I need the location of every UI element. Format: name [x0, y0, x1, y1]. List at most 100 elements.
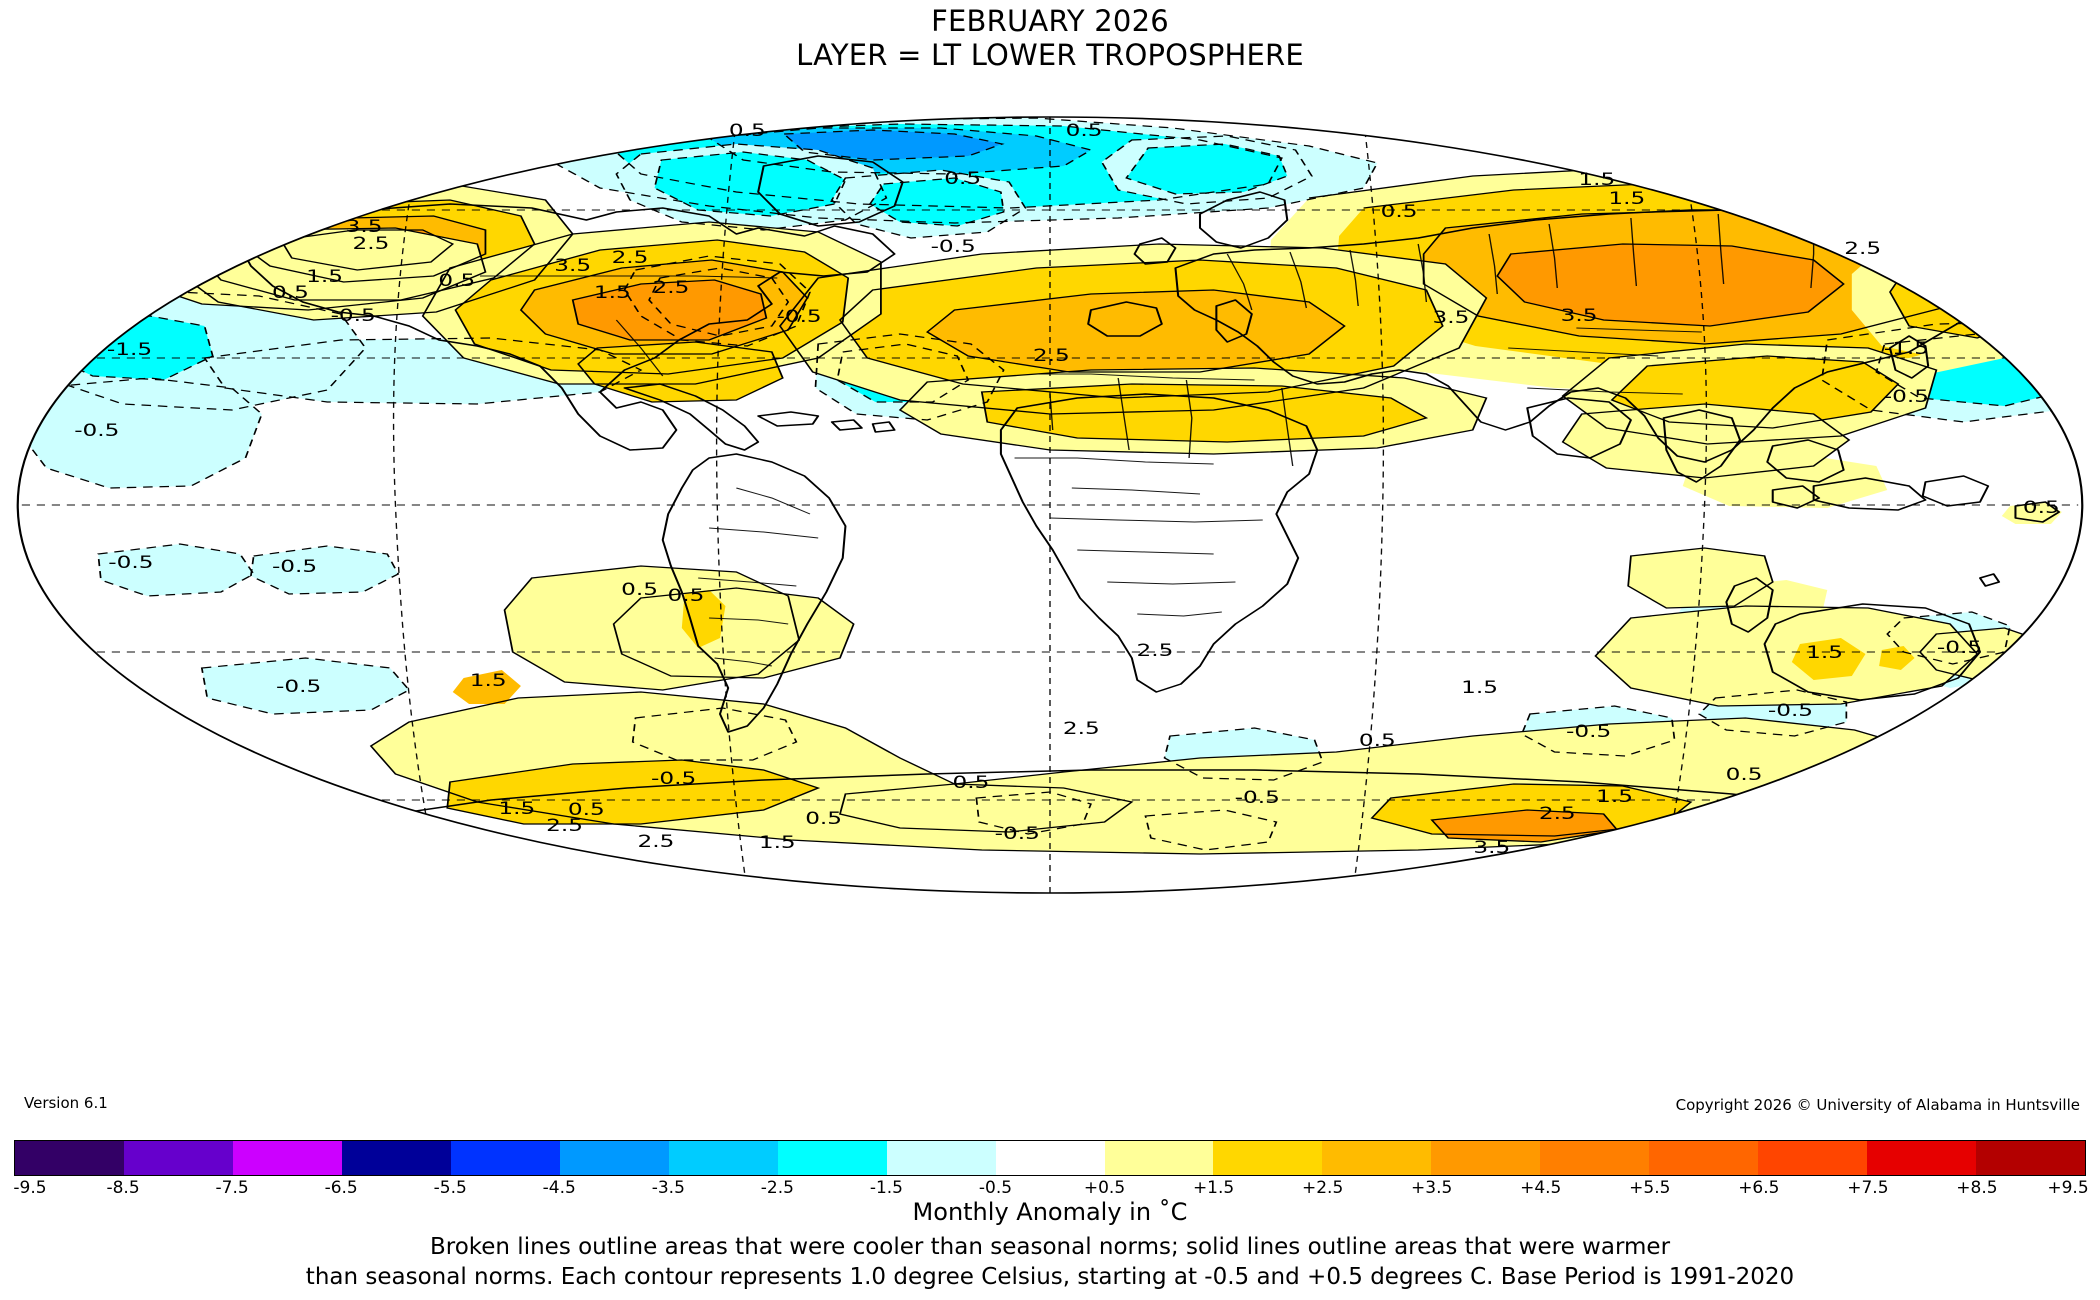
- world-anomaly-map: 0.5 0.5 0.5 1.5 1.5 0.5 3.5 2.5 -0.5 3.5 2.5 1.5 2.5…: [0, 58, 2100, 1088]
- contour-label: -0.5: [1937, 637, 1982, 657]
- colorbar-tick: +8.5: [1956, 1178, 1998, 1198]
- contour-label: -0.5: [1235, 787, 1280, 807]
- contour-label: 0.5: [729, 120, 766, 140]
- contour-label: -0.5: [74, 420, 119, 440]
- colorbar-swatch: [232, 1141, 342, 1175]
- contour-label: 2.5: [1137, 640, 1174, 660]
- colorbar-swatch: [886, 1141, 996, 1175]
- colorbar-swatch: [1322, 1141, 1432, 1175]
- contour-label: 0.5: [667, 585, 704, 605]
- contour-label-group: 0.5 0.50.5 1.51.50.53.52.5 -0.53.5 2.51.52.5…: [74, 120, 2060, 857]
- contour-label: 2.5: [1033, 345, 1070, 365]
- colorbar-tick: -3.5: [651, 1178, 685, 1198]
- map-svg: 0.5 0.50.5 1.51.50.53.52.5 -0.53.5 2.51.52.5…: [16, 116, 2084, 894]
- country-borders: [479, 213, 1815, 667]
- contour-label: 0.5: [1066, 120, 1103, 140]
- colorbar-tick: +4.5: [1520, 1178, 1562, 1198]
- colorbar-tick: -8.5: [106, 1178, 140, 1198]
- contour-label: 3.5: [346, 216, 383, 236]
- colorbar-tick: +1.5: [1192, 1178, 1235, 1198]
- contour-label: 0.5: [2023, 497, 2060, 517]
- colorbar-tick: +9.5: [2047, 1178, 2089, 1198]
- contour-label: -0.5: [1768, 700, 1813, 720]
- colorbar-swatch: [450, 1141, 560, 1175]
- colorbar-swatch: [15, 1141, 124, 1175]
- contour-label: 1.5: [470, 670, 507, 690]
- contour-label: 3.5: [1473, 837, 1510, 857]
- contour-label: 0.5: [272, 282, 309, 302]
- colorbar-swatch: [1213, 1141, 1323, 1175]
- contour-label: 3.5: [1561, 305, 1598, 325]
- coastlines: [238, 155, 2061, 827]
- contour-label: -1.5: [1884, 338, 1929, 358]
- title-month-year: FEBRUARY 2026: [931, 4, 1169, 38]
- contour-label: -0.5: [108, 552, 153, 572]
- contour-label: 3.5: [1432, 307, 1469, 327]
- colorbar-tick: +3.5: [1411, 1178, 1453, 1198]
- contour-label: 1.5: [759, 832, 796, 852]
- colorbar-tick-labels: -9.5 -8.5 -7.5 -6.5 -5.5 -4.5 -3.5 -2.5 -1.5 -0.5…: [13, 1176, 2089, 1202]
- contour-label: 0.5: [805, 808, 842, 828]
- contour-label: 0.5: [952, 772, 989, 792]
- contour-label: 1.5: [306, 266, 343, 286]
- contour-label: 1.5: [1608, 188, 1645, 208]
- colorbar-swatch: [123, 1141, 233, 1175]
- contour-label: 0.5: [621, 579, 658, 599]
- contour-label: 2.5: [352, 233, 389, 253]
- contour-label: 1.5: [1596, 786, 1633, 806]
- colorbar-swatches: [14, 1140, 2086, 1176]
- version-label: Version 6.1: [24, 1094, 108, 1112]
- colorbar-tick: +5.5: [1629, 1178, 1671, 1198]
- title-layer: LAYER = LT LOWER TROPOSPHERE: [796, 38, 1304, 72]
- colorbar-tick: -9.5: [13, 1178, 47, 1198]
- colorbar-tick: -6.5: [324, 1178, 358, 1198]
- contour-label: 1.5: [594, 282, 631, 302]
- colorbar-swatch: [777, 1141, 887, 1175]
- contour-label: 0.5: [1359, 730, 1396, 750]
- colorbar-tick: -4.5: [542, 1178, 576, 1198]
- contour-label: 3.5: [554, 255, 591, 275]
- contour-label: -0.5: [931, 236, 976, 256]
- colorbar-tick: -1.5: [869, 1178, 903, 1198]
- contour-label: 1.5: [1461, 677, 1498, 697]
- contour-label: -0.5: [272, 556, 317, 576]
- colorbar-tick: -2.5: [760, 1178, 794, 1198]
- colorbar-swatch: [341, 1141, 451, 1175]
- colorbar-swatch: [1976, 1141, 2086, 1175]
- colorbar-swatch: [668, 1141, 778, 1175]
- colorbar-tick: -0.5: [978, 1178, 1013, 1198]
- colorbar-swatch: [1540, 1141, 1650, 1175]
- colorbar-tick: +6.5: [1738, 1178, 1780, 1198]
- warm-region-mediterranean: [780, 244, 1487, 414]
- contour-label: -0.5: [1566, 721, 1611, 741]
- colorbar-swatch: [1867, 1141, 1977, 1175]
- colorbar: -9.5 -8.5 -7.5 -6.5 -5.5 -4.5 -3.5 -2.5 -1.5 -0.5…: [13, 1140, 2089, 1202]
- contour-label: -0.5: [776, 306, 821, 326]
- contour-label: 0.5: [1381, 201, 1418, 221]
- caption-line-2: than seasonal norms. Each contour repres…: [305, 1264, 1795, 1290]
- contour-label: 2.5: [652, 277, 689, 297]
- warm-region-australasia: [1595, 606, 2046, 706]
- colorbar-tick: +2.5: [1301, 1178, 1344, 1198]
- colorbar-tick: +0.5: [1083, 1178, 1126, 1198]
- colorbar-tick: -7.5: [215, 1178, 249, 1198]
- colorbar-swatch: [1649, 1141, 1759, 1175]
- contour-label: 2.5: [1539, 803, 1576, 823]
- contour-label: 2.5: [637, 831, 674, 851]
- warm-region-southern-ocean: [370, 692, 1964, 854]
- contour-label: 2.5: [1063, 718, 1100, 738]
- colorbar-swatch: [1758, 1141, 1868, 1175]
- contour-label: -1.5: [107, 339, 152, 359]
- cool-region-pacific-southwest: [19, 378, 262, 488]
- contour-label: -0.5: [1884, 386, 1929, 406]
- globe-outline: [16, 116, 2084, 894]
- colorbar-tick: -5.5: [433, 1178, 467, 1198]
- contour-label: 0.5: [438, 270, 475, 290]
- contour-label: 2.5: [1844, 238, 1881, 258]
- contour-label: -0.5: [331, 305, 376, 325]
- contour-label: 1.5: [1806, 642, 1843, 662]
- contour-label: 1.5: [498, 798, 535, 818]
- warm-region-south-asia: [1562, 404, 1888, 508]
- colorbar-tick: +7.5: [1847, 1178, 1889, 1198]
